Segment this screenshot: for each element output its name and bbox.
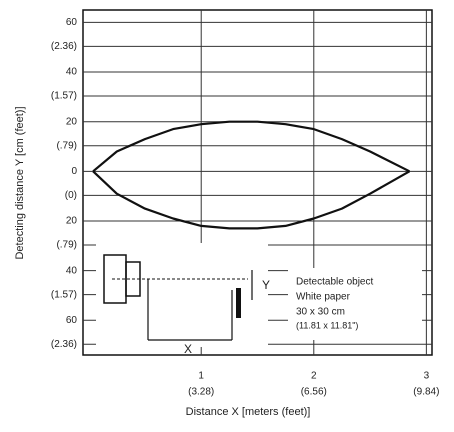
y-tick-label: 20 <box>66 116 78 127</box>
target <box>236 288 241 318</box>
plot-frame <box>82 9 433 356</box>
annotation: 30 x 30 cm <box>296 307 345 318</box>
y-tick-sublabel: (.79) <box>56 240 77 251</box>
y-tick-label: 0 <box>71 166 77 177</box>
curves <box>92 120 411 230</box>
y-tick-label: 40 <box>66 67 78 78</box>
inset-label: Y <box>262 278 270 292</box>
annotation: Detectable object <box>296 277 373 288</box>
x-tick-label: 2 <box>311 371 317 382</box>
detection-curve <box>92 120 410 173</box>
inset-bg <box>96 243 268 347</box>
y-tick-label: 40 <box>66 265 78 276</box>
y-tick-sublabel: (1.57) <box>51 91 77 102</box>
annotation-box: Detectable object White paper 30 x 30 cm… <box>288 268 422 340</box>
y-tick-sublabel: (2.36) <box>51 339 77 350</box>
inset-label: X <box>184 342 192 356</box>
annotation: White paper <box>296 292 351 303</box>
y-tick-sublabel: (.79) <box>56 140 77 151</box>
annotation: (11.81 x 11.81") <box>296 320 358 330</box>
inset-diagram: X Y <box>96 243 270 356</box>
y-tick-sublabel: (2.36) <box>51 41 77 52</box>
x-tick-sublabel: (3.28) <box>188 387 214 398</box>
x-axis-label: Distance X [meters (feet)] <box>186 406 311 418</box>
x-tick-label: 1 <box>198 371 204 382</box>
y-axis-label: Detecting distance Y [cm (feet)] <box>14 106 26 259</box>
x-tick-sublabel: (6.56) <box>301 387 327 398</box>
y-tick-label: 60 <box>66 17 78 28</box>
annotation-bg <box>288 268 422 340</box>
x-tick-sublabel: (9.84) <box>413 387 439 398</box>
y-tick-label: 60 <box>66 315 78 326</box>
detection-curve <box>92 170 411 230</box>
y-tick-sublabel: (0) <box>65 190 77 201</box>
y-tick-sublabel: (1.57) <box>51 289 77 300</box>
x-tick-label: 3 <box>424 371 430 382</box>
y-tick-label: 20 <box>66 216 78 227</box>
